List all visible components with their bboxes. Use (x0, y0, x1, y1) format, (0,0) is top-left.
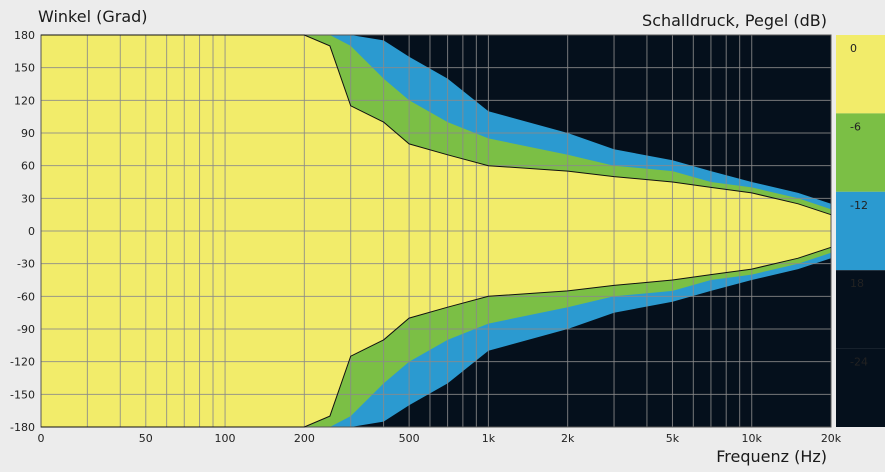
x-tick-label: 20k (821, 432, 842, 445)
x-tick-label: 50 (139, 432, 153, 445)
x-tick-labels: 0 50 100 200 500 1k 2k 5k 10k 20k (38, 432, 842, 445)
legend-swatch (836, 35, 885, 114)
y-tick-label: 180 (14, 29, 35, 42)
y-tick-label: 150 (14, 62, 35, 75)
y-tick-labels: 180 150 120 90 60 30 0 -30 -60 -90 -120 -150 -180 (10, 29, 35, 434)
contour-lines (41, 34, 832, 428)
y-axis-title: Winkel (Grad) (38, 7, 148, 26)
y-tick-label: 30 (21, 192, 35, 205)
y-tick-label: -60 (17, 290, 35, 303)
y-tick-label: -150 (10, 388, 35, 401)
x-tick-label: 1k (482, 432, 496, 445)
legend-swatch (836, 348, 885, 427)
legend-title: Schalldruck, Pegel (dB) (642, 11, 827, 30)
x-tick-label: 0 (38, 432, 45, 445)
legend-label: -24 (850, 356, 868, 369)
x-axis-title: Frequenz (Hz) (716, 447, 827, 466)
x-tick-label: 200 (294, 432, 315, 445)
x-tick-label: 500 (399, 432, 420, 445)
y-tick-label: -30 (17, 258, 35, 271)
legend-label: -6 (850, 120, 861, 133)
y-tick-label: 90 (21, 127, 35, 140)
y-tick-label: -120 (10, 356, 35, 369)
y-tick-label: -180 (10, 421, 35, 434)
y-tick-label: 120 (14, 94, 35, 107)
legend-label: 0 (850, 42, 857, 55)
x-tick-label: 2k (561, 432, 575, 445)
grid-lines (40, 34, 832, 428)
legend-label: 18 (850, 277, 864, 290)
y-tick-label: -90 (17, 323, 35, 336)
contour-minus6-top (41, 34, 832, 216)
x-tick-label: 100 (215, 432, 236, 445)
plot-frame (40, 34, 832, 428)
legend-label: -12 (850, 199, 868, 212)
legend-swatch (836, 191, 885, 271)
color-legend: 0 -6 -12 18 -24 (836, 35, 885, 427)
y-tick-label: 0 (28, 225, 35, 238)
y-tick-label: 60 (21, 160, 35, 173)
x-tick-label: 5k (666, 432, 680, 445)
x-tick-label: 10k (742, 432, 763, 445)
legend-swatch (836, 270, 885, 349)
contour-minus6-bottom (41, 246, 832, 428)
legend-swatch (836, 113, 885, 192)
